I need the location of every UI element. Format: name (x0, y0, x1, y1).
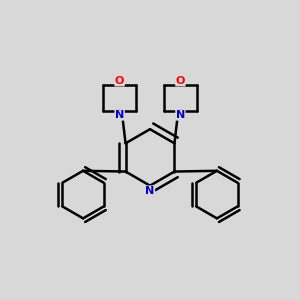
Text: O: O (115, 76, 124, 86)
Text: N: N (115, 110, 124, 120)
Text: N: N (176, 110, 185, 120)
Text: O: O (176, 76, 185, 86)
Text: N: N (146, 186, 154, 196)
